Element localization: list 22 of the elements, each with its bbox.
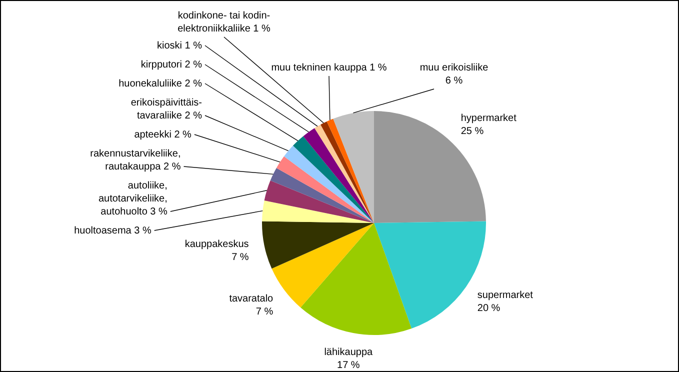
data-label: 7 %	[232, 252, 249, 263]
data-label: 6 %	[445, 75, 463, 86]
slice-label: kodinkone- tai kodin- elektroniikkaliike 1 %	[178, 10, 271, 34]
slice-label: huonekaluliike 2 %	[118, 78, 202, 90]
slice-label: rakennustarvikeliike, rautakauppa 2 %	[90, 148, 181, 172]
data-label: 25 %	[460, 126, 484, 137]
data-label: 20 %	[477, 302, 500, 314]
slice-label: kauppakeskus	[184, 238, 249, 250]
slice-label: erikoispäivittäis- tavaraliike 2 %	[130, 97, 202, 122]
slice-label: autoliike, autotarvikeliike, autohuolto 3 %	[98, 180, 168, 218]
slice-label: supermarket	[477, 290, 534, 301]
slice-label: kirpputori 2 %	[140, 59, 202, 70]
slice-label: lähikauppa	[324, 346, 374, 358]
slice-label: muu erikoisliike	[420, 62, 489, 74]
slice-label: huoltoasema 3 %	[74, 225, 152, 236]
slice-label: kioski 1 %	[156, 40, 202, 52]
slice-label: apteekki 2 %	[134, 129, 192, 140]
slice-label: hypermarket	[460, 112, 517, 124]
data-label: 17 %	[336, 360, 360, 371]
slice-label: muu tekninen kauppa 1 %	[271, 62, 387, 74]
data-label: 7 %	[256, 306, 274, 318]
slice-label: tavaratalo	[229, 293, 274, 304]
